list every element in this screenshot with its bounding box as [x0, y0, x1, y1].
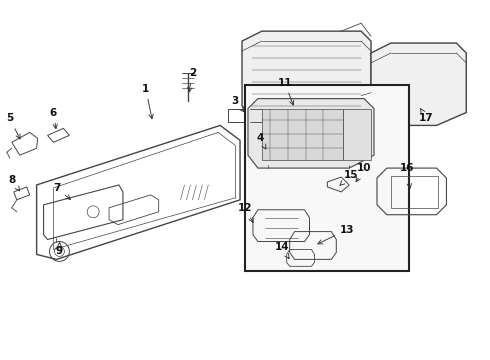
Text: 3: 3	[231, 96, 244, 112]
Text: 4: 4	[256, 133, 266, 149]
Text: 5: 5	[6, 113, 20, 139]
Text: 9: 9	[56, 243, 63, 256]
Polygon shape	[248, 99, 374, 168]
Text: 7: 7	[53, 183, 71, 199]
Text: 13: 13	[318, 225, 354, 244]
Text: 11: 11	[277, 78, 294, 105]
Bar	[262, 109, 343, 160]
Polygon shape	[242, 31, 371, 121]
Bar	[245, 85, 409, 271]
Text: 17: 17	[419, 108, 434, 123]
Text: 6: 6	[50, 108, 57, 129]
Text: 16: 16	[399, 163, 414, 188]
Bar	[391, 176, 439, 208]
Text: 2: 2	[188, 68, 196, 92]
Text: 10: 10	[356, 163, 371, 182]
Text: 14: 14	[274, 243, 289, 258]
Text: 8: 8	[8, 175, 20, 191]
Text: 12: 12	[238, 203, 253, 222]
Text: 1: 1	[142, 84, 153, 119]
Polygon shape	[371, 43, 466, 125]
Bar	[343, 109, 371, 160]
Text: 15: 15	[340, 170, 358, 185]
